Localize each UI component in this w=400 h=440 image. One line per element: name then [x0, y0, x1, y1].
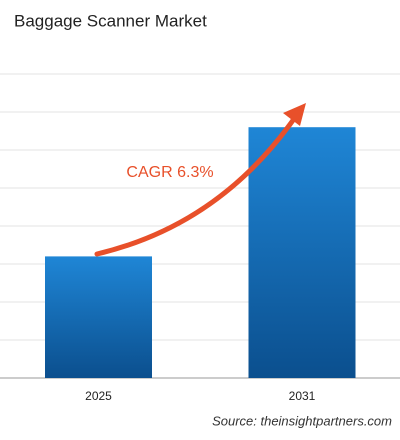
cagr-arrowhead — [283, 103, 306, 126]
chart-title: Baggage Scanner Market — [14, 11, 207, 30]
cagr-arrow — [94, 113, 299, 257]
cagr-label: CAGR 6.3% — [126, 164, 213, 181]
x-tick-label: 2031 — [289, 389, 316, 403]
bar — [45, 256, 152, 378]
source: Source: theinsightpartners.com — [212, 413, 392, 428]
bar — [248, 127, 356, 378]
x-tick-label: 2025 — [85, 389, 112, 403]
